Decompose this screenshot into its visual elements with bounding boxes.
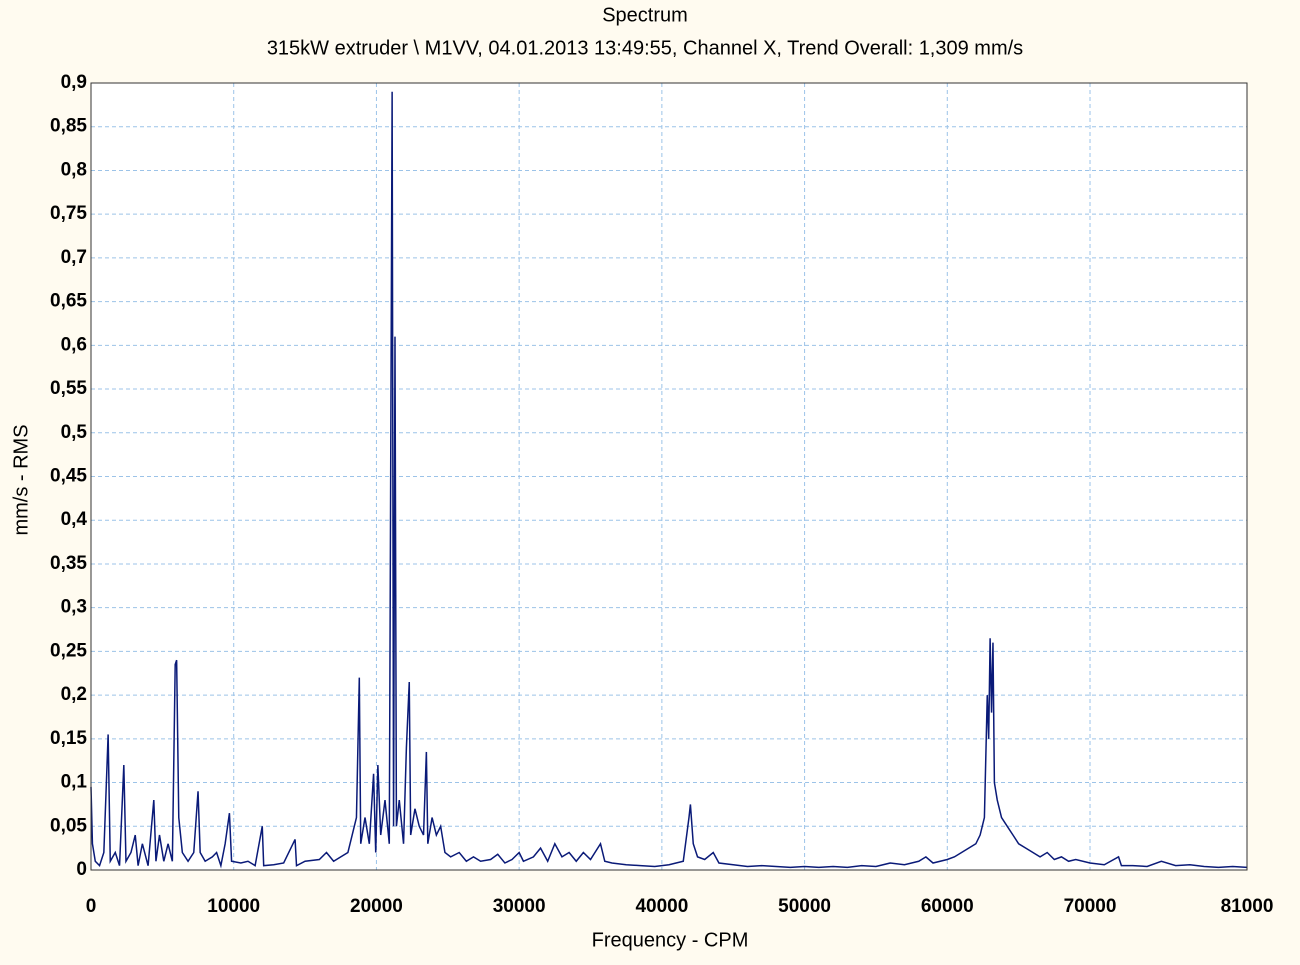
y-tick-label: 0,7 — [61, 247, 87, 268]
chart-title: Spectrum — [602, 4, 688, 26]
y-axis-label: mm/s - RMS — [10, 424, 32, 535]
y-tick-label: 0,65 — [50, 291, 87, 312]
y-tick-label: 0,85 — [50, 116, 87, 137]
y-tick-label: 0,35 — [50, 553, 87, 574]
y-tick-label: 0,45 — [50, 466, 87, 487]
x-tick-label: 40000 — [635, 896, 688, 917]
y-tick-label: 0,3 — [61, 597, 87, 618]
y-tick-label: 0,8 — [61, 159, 87, 180]
x-tick-label: 70000 — [1064, 896, 1117, 917]
x-tick-label: 30000 — [493, 896, 546, 917]
spectrum-line — [90, 91, 1248, 869]
chart-subtitle: 315kW extruder \ M1VV, 04.01.2013 13:49:… — [267, 37, 1023, 59]
y-tick-label: 0,5 — [61, 422, 88, 443]
y-tick-label: 0,2 — [61, 684, 87, 705]
y-tick-label: 0,9 — [61, 72, 87, 93]
x-tick-label: 81000 — [1221, 896, 1274, 917]
x-tick-label: 50000 — [778, 896, 831, 917]
y-tick-label: 0,75 — [50, 203, 87, 224]
x-tick-label: 60000 — [921, 896, 974, 917]
y-tick-label: 0,15 — [50, 728, 87, 749]
x-tick-label: 20000 — [350, 896, 403, 917]
x-axis-label: Frequency - CPM — [592, 929, 749, 951]
y-tick-label: 0,05 — [50, 815, 87, 836]
x-tick-label: 10000 — [207, 896, 260, 917]
plot-border — [90, 82, 1248, 871]
y-tick-label: 0,6 — [61, 334, 87, 355]
y-tick-label: 0 — [76, 859, 87, 880]
y-tick-label: 0,25 — [50, 640, 87, 661]
x-tick-label: 0 — [86, 896, 97, 917]
y-tick-label: 0,4 — [61, 509, 88, 530]
y-tick-label: 0,55 — [50, 378, 87, 399]
y-tick-label: 0,1 — [61, 772, 88, 793]
